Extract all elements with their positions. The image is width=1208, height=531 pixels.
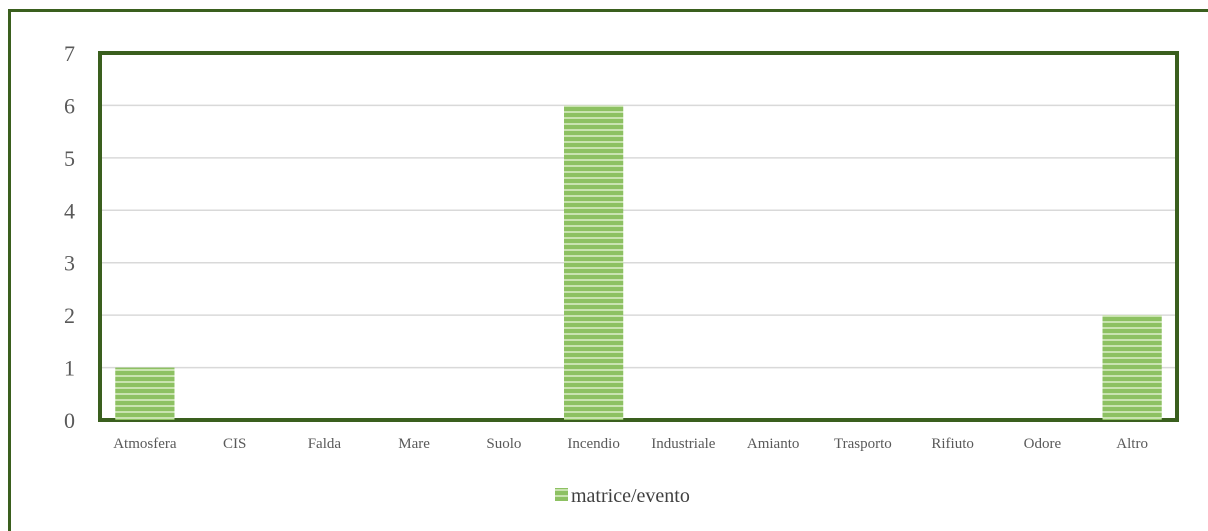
- y-tick-label: 4: [64, 198, 75, 223]
- plot-area-border: [98, 51, 1179, 422]
- x-tick-label-rifiuto: Rifiuto: [931, 436, 974, 452]
- x-tick-label-altro: Altro: [1116, 436, 1148, 452]
- x-tick-label-amianto: Amianto: [747, 436, 800, 452]
- y-axis-ticks: 0 1 2 3 4 5 6 7: [64, 41, 75, 433]
- x-tick-label-falda: Falda: [308, 436, 342, 452]
- bars: [115, 105, 1162, 420]
- x-tick-label-odore: Odore: [1024, 436, 1062, 452]
- gridlines: [100, 52, 1177, 421]
- x-tick-label-suolo: Suolo: [486, 436, 521, 452]
- x-tick-label-cis: CIS: [223, 436, 246, 452]
- x-tick-label-industriale: Industriale: [651, 436, 715, 452]
- bar-atmosfera: [115, 367, 175, 420]
- bar-altro: [1102, 315, 1162, 420]
- y-tick-label: 6: [64, 93, 75, 118]
- y-tick-label: 7: [64, 41, 75, 66]
- legend: matrice/evento: [555, 485, 690, 507]
- legend-label: matrice/evento: [571, 485, 690, 507]
- x-tick-label-mare: Mare: [398, 436, 430, 452]
- y-tick-label: 5: [64, 146, 75, 171]
- y-tick-label: 2: [64, 303, 75, 328]
- bar-incendio: [564, 105, 624, 420]
- x-axis-ticks: Atmosfera CIS Falda Mare Suolo Incendio Indust…: [113, 436, 1148, 452]
- y-tick-label: 0: [64, 408, 75, 433]
- x-tick-label-atmosfera: Atmosfera: [113, 436, 177, 452]
- legend-swatch: [555, 488, 568, 501]
- y-tick-label: 3: [64, 251, 75, 276]
- chart-frame: [8, 9, 1208, 531]
- x-tick-label-incendio: Incendio: [567, 436, 619, 452]
- x-tick-label-trasporto: Trasporto: [834, 436, 892, 452]
- y-tick-label: 1: [64, 356, 75, 381]
